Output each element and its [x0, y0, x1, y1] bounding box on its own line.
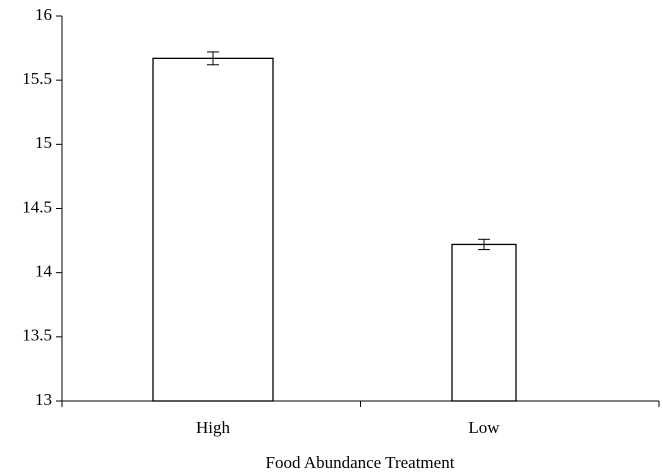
x-tick-label: High — [196, 418, 231, 437]
bar — [451, 243, 517, 402]
y-tick-label: 15 — [35, 133, 52, 152]
y-tick-label: 16 — [35, 5, 52, 24]
x-axis-label: Food Abundance Treatment — [266, 453, 455, 472]
y-tick-label: 14.5 — [22, 197, 52, 216]
x-tick-label: Low — [468, 418, 500, 437]
bar — [152, 57, 274, 402]
y-tick-label: 13.5 — [22, 326, 52, 345]
y-tick-label: 13 — [35, 390, 52, 409]
y-tick-label: 15.5 — [22, 69, 52, 88]
y-tick-label: 14 — [35, 262, 53, 281]
